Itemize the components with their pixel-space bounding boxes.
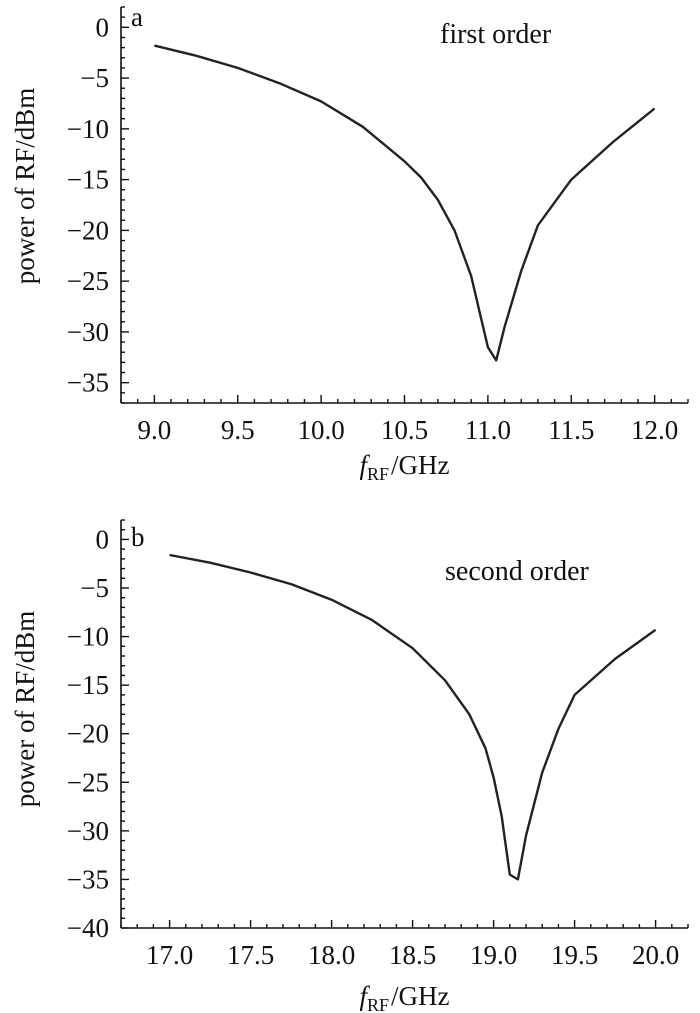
y-tick-label: −15 xyxy=(67,165,109,195)
y-tick-label: −5 xyxy=(80,573,109,603)
y-tick-label: −30 xyxy=(67,816,109,846)
x-tick-label: 17.5 xyxy=(227,940,274,970)
y-tick-label: −30 xyxy=(67,317,109,347)
panel-a: 0 −5 −10 −15 −20 −25 −30 −35 9.0 9.5 10.0 10.5 11.0 1… xyxy=(10,2,689,484)
y-tick-label: −35 xyxy=(67,864,109,894)
y-tick-label: −20 xyxy=(67,719,109,749)
x-axis-label-unit: /GHz xyxy=(391,450,449,480)
panel-letter: a xyxy=(131,2,143,32)
y-tick-label: −15 xyxy=(67,670,109,700)
y-tick-label: 0 xyxy=(96,524,110,554)
order-annotation: first order xyxy=(440,19,552,50)
series-line xyxy=(154,44,656,362)
y-tick-label: −20 xyxy=(67,215,109,245)
x-tick-label: 18.0 xyxy=(308,940,355,970)
y-axis-label: power of RF/dBm xyxy=(10,611,40,808)
y-axis-label: power of RF/dBm xyxy=(10,88,40,285)
x-tick-label: 9.0 xyxy=(137,415,171,445)
y-tick-label: −10 xyxy=(67,622,109,652)
x-axis-label-unit: /GHz xyxy=(391,981,449,1011)
x-axis-label-main: f xyxy=(359,981,370,1011)
x-tick-label: 9.5 xyxy=(221,415,255,445)
x-tick-label: 10.5 xyxy=(381,415,428,445)
y-tick-label: −25 xyxy=(67,767,109,797)
x-tick-label: 19.5 xyxy=(551,940,598,970)
y-tick-label: −35 xyxy=(67,368,109,398)
x-tick-label: 10.0 xyxy=(297,415,344,445)
y-tick-label: −10 xyxy=(67,114,109,144)
order-annotation: second order xyxy=(445,556,590,587)
panel-letter: b xyxy=(131,522,145,552)
series-line xyxy=(169,553,657,881)
x-tick-label: 11.5 xyxy=(548,415,594,445)
x-axis-label: fRF/GHz xyxy=(359,450,449,484)
y-tick-label: −25 xyxy=(67,266,109,296)
y-tick-label: −5 xyxy=(80,63,109,93)
x-tick-label: 20.0 xyxy=(632,940,679,970)
x-tick-label: 19.0 xyxy=(470,940,517,970)
x-tick-label: 17.0 xyxy=(146,940,193,970)
x-tick-label: 18.5 xyxy=(389,940,436,970)
x-tick-label: 11.0 xyxy=(465,415,511,445)
x-axis-label-sub: RF xyxy=(367,464,389,484)
y-tick-label: 0 xyxy=(96,12,110,42)
x-axis-label-sub: RF xyxy=(367,995,389,1013)
panel-b: 0 −5 −10 −15 −20 −25 −30 −35 −40 17.0 17.5 18.0 18.5… xyxy=(10,519,689,1013)
x-axis-label-main: f xyxy=(359,450,370,480)
x-tick-label: 12.0 xyxy=(631,415,678,445)
x-axis-label: fRF/GHz xyxy=(359,981,449,1013)
y-tick-label: −40 xyxy=(67,913,109,943)
